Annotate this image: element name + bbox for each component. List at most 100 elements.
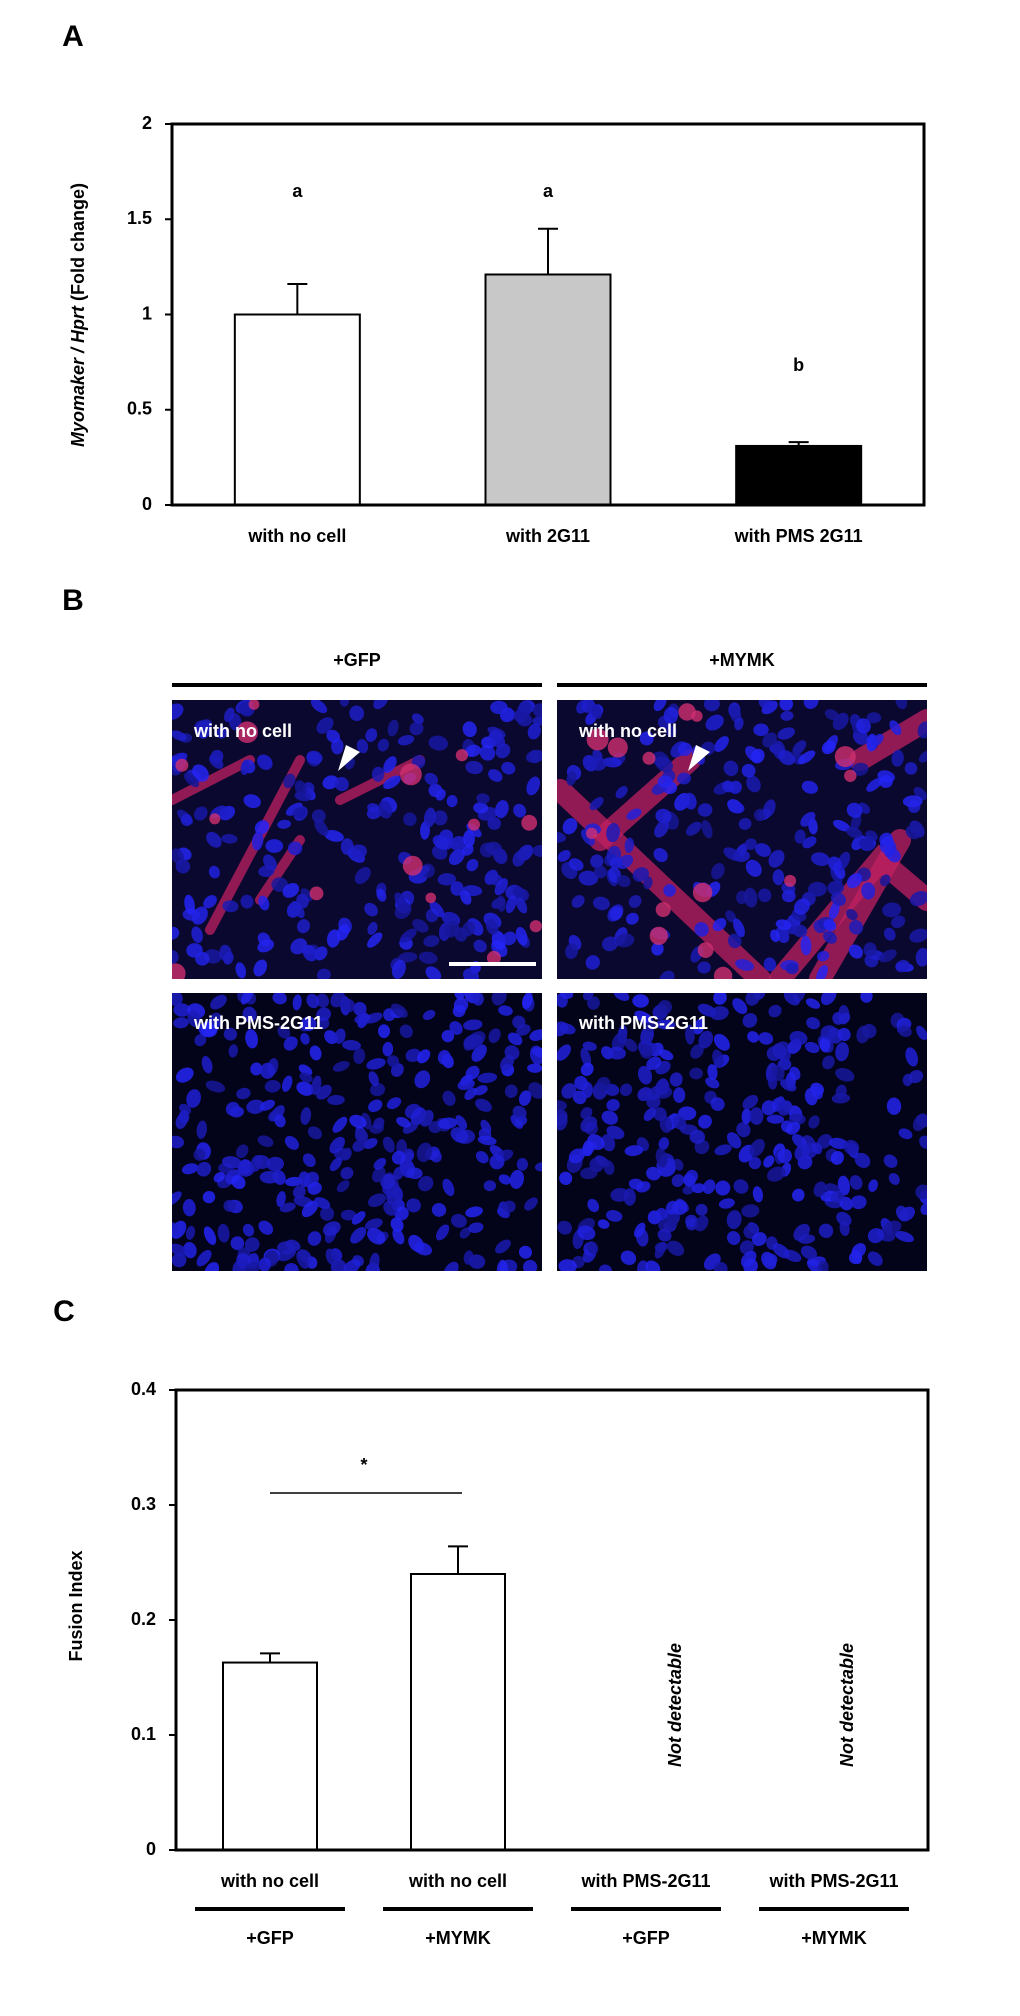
nucleus (172, 926, 180, 940)
red-cell (697, 942, 714, 958)
nucleus (172, 703, 184, 720)
nucleus (665, 1210, 678, 1229)
nucleus (713, 1261, 728, 1271)
nucleus (804, 1041, 820, 1054)
nucleus (788, 1113, 806, 1125)
nucleus (383, 1008, 396, 1022)
nucleus (433, 810, 448, 826)
nucleus (205, 1080, 226, 1093)
nucleus (196, 1249, 212, 1267)
nucleus (285, 802, 303, 816)
nucleus (624, 1038, 638, 1052)
nucleus (666, 725, 677, 738)
nucleus (794, 829, 806, 844)
nucleus (354, 1129, 369, 1143)
nucleus (300, 1107, 312, 1125)
nucleus (475, 1151, 489, 1164)
red-cell (172, 963, 186, 979)
nucleus (879, 874, 891, 887)
micrograph (557, 993, 927, 1271)
nucleus (889, 720, 902, 736)
nucleus (794, 1144, 810, 1161)
nucleus (609, 856, 623, 869)
nucleus (364, 1218, 383, 1230)
nucleus (850, 1195, 867, 1210)
nucleus (299, 1072, 313, 1083)
nucleus (693, 1018, 705, 1035)
nucleus (632, 867, 649, 882)
nucleus (243, 794, 261, 809)
nucleus (653, 700, 667, 712)
nucleus (669, 1072, 683, 1087)
nucleus (391, 959, 406, 979)
y-tick-label: 0 (142, 494, 152, 514)
nucleus (587, 996, 600, 1010)
nucleus (287, 841, 303, 856)
nucleus (403, 812, 417, 827)
nucleus (740, 1250, 757, 1268)
nucleus (581, 1081, 593, 1099)
nucleus (780, 1079, 797, 1092)
nucleus (526, 749, 542, 763)
nucleus (406, 1167, 423, 1180)
panel-letter: C (53, 1295, 75, 1328)
nucleus (235, 962, 247, 979)
nucleus (580, 1167, 598, 1180)
nucleus (373, 1117, 385, 1130)
nucleus (198, 1022, 218, 1038)
nucleus (811, 1142, 823, 1155)
nucleus (457, 1079, 475, 1091)
nucleus (615, 786, 628, 799)
nucleus (501, 761, 516, 775)
nucleus (194, 719, 213, 735)
nucleus (192, 764, 209, 782)
nucleus (296, 1251, 309, 1269)
nucleus (580, 1062, 594, 1076)
nucleus (350, 844, 367, 859)
nucleus (489, 731, 506, 748)
nucleus (209, 754, 224, 769)
nucleus (383, 775, 401, 790)
nucleus (658, 1137, 670, 1151)
nucleus (282, 883, 300, 898)
nucleus (181, 1163, 199, 1175)
nucleus (705, 1077, 720, 1089)
nucleus (828, 1137, 849, 1149)
nucleus (495, 1239, 511, 1254)
nucleus (330, 993, 346, 1008)
nucleus (736, 1122, 751, 1138)
nucleus (846, 826, 863, 839)
nucleus (431, 1202, 447, 1217)
nucleus (316, 1084, 332, 1100)
nucleus (801, 780, 818, 794)
nucleus (435, 1224, 450, 1241)
column-header: +GFP (333, 650, 381, 670)
nucleus (746, 775, 761, 793)
y-tick-label: 0 (146, 1839, 156, 1859)
nucleus (172, 1243, 187, 1256)
nucleus (339, 700, 350, 707)
panel-letter: A (62, 20, 84, 53)
nucleus (741, 1108, 752, 1125)
nucleus (298, 1171, 311, 1188)
nucleus (515, 926, 528, 946)
nucleus (828, 856, 842, 871)
nucleus (391, 1150, 406, 1165)
nucleus (626, 912, 639, 925)
nucleus (915, 948, 927, 967)
nucleus (310, 700, 328, 714)
nucleus (750, 748, 765, 764)
nucleus (580, 1047, 592, 1067)
nucleus (856, 718, 871, 734)
nucleus (423, 935, 440, 947)
nucleus (392, 1228, 405, 1245)
y-tick-label: 0.2 (131, 1609, 156, 1629)
nucleus (259, 1170, 280, 1184)
nucleus (557, 1100, 567, 1111)
nucleus (895, 959, 910, 973)
nucleus (854, 1152, 871, 1168)
nucleus (560, 993, 574, 999)
nucleus (284, 1263, 299, 1271)
nucleus (613, 993, 630, 1001)
